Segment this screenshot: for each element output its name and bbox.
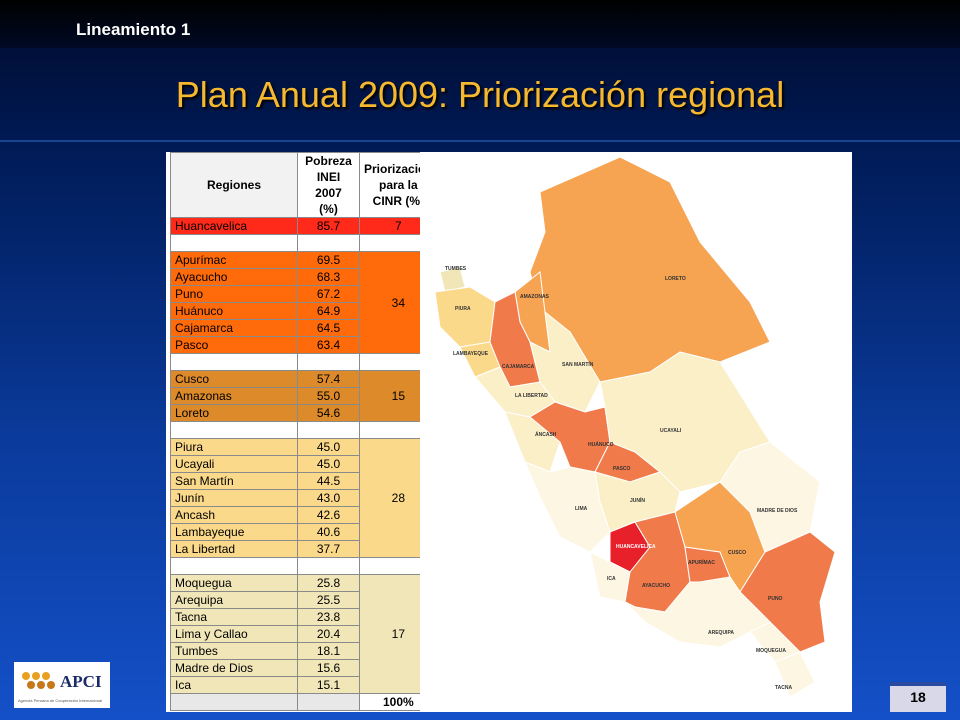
map-label: LAMBAYEQUE bbox=[453, 351, 489, 357]
table-row: Moquegua 25.8 17 bbox=[170, 574, 438, 694]
table-row: Madre de Dios 15.6 bbox=[170, 659, 438, 677]
table-row: Pasco 63.4 bbox=[170, 336, 438, 354]
map-label: JUNÍN bbox=[630, 496, 645, 504]
region-madrededios bbox=[719, 441, 821, 553]
table-row: Huancavelica 85.7 7 bbox=[170, 217, 438, 235]
map-label: LA LIBERTAD bbox=[515, 393, 548, 399]
top-bar bbox=[0, 0, 960, 48]
table-row: Tacna 23.8 bbox=[170, 608, 438, 626]
section-label: Lineamiento 1 bbox=[76, 20, 191, 39]
priority-table: Regiones Pobreza INEI 2007 (%) Priorizació… bbox=[170, 152, 438, 711]
table-row: Lambayeque 40.6 bbox=[170, 523, 438, 541]
apci-logo-subtitle: Agencia Peruana de Cooperación Internaci… bbox=[18, 698, 103, 703]
map-labels: TUMBES PIURA LAMBAYEQUE AMAZONAS CAJAMAR… bbox=[445, 266, 798, 691]
table-row: Piura 45.0 28 bbox=[170, 438, 438, 558]
slide-title: Plan Anual 2009: Priorización regional bbox=[175, 74, 785, 115]
map-label: HUANCAVELICA bbox=[616, 544, 656, 550]
table-row: Arequipa 25.5 bbox=[170, 591, 438, 609]
map-label: MOQUEGUA bbox=[756, 648, 786, 654]
map-label: PASCO bbox=[613, 466, 631, 472]
map-label: PUNO bbox=[768, 596, 783, 602]
table-row: Puno 67.2 bbox=[170, 285, 438, 303]
map-label: ICA bbox=[607, 576, 616, 582]
peru-map: TUMBES PIURA LAMBAYEQUE AMAZONAS CAJAMAR… bbox=[420, 152, 850, 712]
page-number: 18 bbox=[890, 682, 946, 712]
map-label: HUÁNUCO bbox=[588, 441, 614, 448]
region-ancash bbox=[504, 411, 561, 473]
table-row: Cusco 57.4 15 bbox=[170, 370, 438, 422]
header-pobreza: Pobreza INEI 2007 (%) bbox=[297, 152, 360, 218]
total-value: 100% bbox=[359, 693, 438, 711]
table-row: Tumbes 18.1 bbox=[170, 642, 438, 660]
table-row: Loreto 54.6 bbox=[170, 404, 438, 422]
table-header-row: Regiones Pobreza INEI 2007 (%) Priorizació… bbox=[170, 152, 438, 218]
table-row: Apurímac 69.5 34 bbox=[170, 251, 438, 354]
apci-logo: APCI Agencia Peruana de Cooperación Inte… bbox=[14, 662, 110, 708]
page-number-bar bbox=[890, 682, 946, 686]
map-label: AMAZONAS bbox=[520, 294, 550, 300]
title-divider bbox=[0, 140, 960, 142]
apci-logo-icon bbox=[22, 672, 55, 689]
region-arequipa bbox=[624, 576, 771, 648]
region-tacna bbox=[774, 651, 816, 698]
table-row: Amazonas 55.0 bbox=[170, 387, 438, 405]
map-label: MADRE DE DIOS bbox=[757, 508, 798, 514]
table-row: San Martín 44.5 bbox=[170, 472, 438, 490]
header-regiones: Regiones bbox=[170, 152, 298, 218]
table-row: Lima y Callao 20.4 bbox=[170, 625, 438, 643]
map-label: TUMBES bbox=[445, 266, 467, 272]
group-priority: 7 bbox=[359, 217, 438, 235]
map-label: SAN MARTÍN bbox=[562, 360, 594, 368]
map-label: AYACUCHO bbox=[642, 583, 670, 589]
table-total-row: 100% bbox=[170, 693, 438, 711]
map-label: CUSCO bbox=[728, 550, 746, 556]
table-row: Ancash 42.6 bbox=[170, 506, 438, 524]
map-label: CAJAMARCA bbox=[502, 364, 535, 370]
map-label: AREQUIPA bbox=[708, 630, 734, 636]
map-label: PIURA bbox=[455, 306, 471, 312]
map-label: LIMA bbox=[575, 506, 588, 512]
map-label: APURÍMAC bbox=[688, 558, 715, 566]
table-row: Cajamarca 64.5 bbox=[170, 319, 438, 337]
table-row: Ayacucho 68.3 bbox=[170, 268, 438, 286]
region-tumbes bbox=[439, 266, 466, 293]
map-label: LORETO bbox=[665, 276, 686, 282]
map-label: ÁNCASH bbox=[535, 431, 557, 438]
apci-logo-text: APCI bbox=[60, 672, 102, 691]
map-label: UCAYALI bbox=[660, 428, 682, 434]
table-row: Junín 43.0 bbox=[170, 489, 438, 507]
map-label: TACNA bbox=[775, 685, 793, 691]
